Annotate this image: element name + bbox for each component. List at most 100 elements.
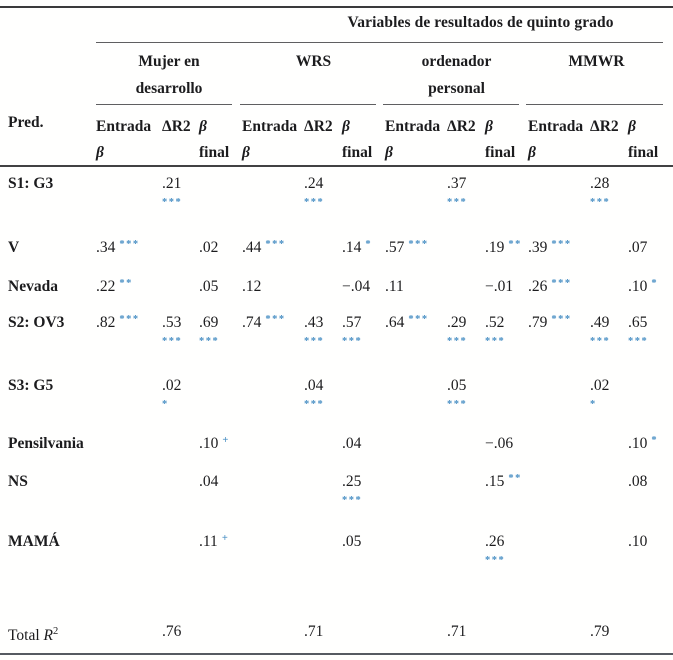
rule-under-group-2 [240, 104, 376, 105]
data-cell: .14 * [342, 230, 385, 269]
data-cell: .26 *** [528, 269, 590, 305]
cell-value: .11 [199, 533, 218, 550]
cell-value: −.06 [485, 435, 514, 452]
cell-value: −.01 [485, 278, 514, 295]
cell-value: .05 [342, 533, 362, 550]
row-label: NS [8, 473, 28, 490]
data-cell: .44 *** [242, 230, 304, 269]
entrada-label: Entrada [242, 118, 298, 135]
table-title: Variables de resultados de quinto grado [347, 14, 614, 31]
table-row-4: S2: OV3.82 *** .53 *** .69 *** .74 *** .43 *** .57… [8, 305, 665, 368]
data-cell: .05 [199, 269, 242, 305]
significance-marker: *** [119, 314, 140, 325]
cell-value: .15 [485, 473, 505, 490]
cell-value: .79 [528, 314, 548, 331]
beta-symbol: β [385, 144, 393, 161]
cell-value: .49 [590, 314, 610, 331]
data-cell [590, 230, 628, 269]
final-label: final [628, 144, 659, 161]
data-cell: .37 *** [447, 166, 485, 230]
table-row-2: V .34 *** .02.44 *** .14 * .57 *** .19 ** .39 *** .07 [8, 230, 665, 269]
cell-value: .14 [342, 239, 362, 256]
cell-value: .19 [485, 239, 505, 256]
cell-value: .10 [628, 278, 648, 295]
cell-value: .25 [342, 473, 362, 490]
data-cell [342, 368, 385, 426]
col-header-entrada-beta-1: Entrada β [96, 105, 162, 166]
cell-value: .39 [528, 239, 548, 256]
significance-marker: * [651, 435, 659, 446]
cell-value: .57 [342, 314, 362, 331]
data-cell [199, 614, 242, 647]
group-header-row: Mujer en desarrollo WRS ordenador personal MM… [8, 43, 665, 105]
data-cell: .64 *** [385, 305, 447, 368]
data-cell: .04 [342, 426, 385, 464]
title-row-spacer [8, 6, 96, 43]
significance-marker: *** [162, 197, 183, 208]
title-row: Variables de resultados de quinto grado [8, 6, 665, 43]
rule-bottom [0, 653, 673, 655]
beta-symbol: β [342, 118, 350, 135]
col-header-delta-r2-1: ΔR2 [162, 105, 199, 166]
significance-marker: *** [628, 336, 649, 347]
data-cell: −.06 [485, 426, 528, 464]
data-cell: −.01 [485, 269, 528, 305]
data-cell: .22 ** [96, 269, 162, 305]
cell-value: .12 [242, 278, 262, 295]
table-row-3: Nevada .22 ** .05.12 −.04.11 −.01.26 *** .10 * [8, 269, 665, 305]
table-row-7: NS .04 .25 *** .15 ** .08 [8, 464, 665, 524]
data-cell: .19 ** [485, 230, 528, 269]
data-cell [385, 426, 447, 464]
data-cell [162, 426, 199, 464]
cell-value: .28 [590, 175, 610, 192]
significance-marker: *** [590, 336, 611, 347]
significance-marker: *** [342, 336, 363, 347]
cell-value: .71 [304, 623, 324, 640]
cell-value: .69 [199, 314, 219, 331]
data-cell: .82 *** [96, 305, 162, 368]
group-header-line: desarrollo [135, 80, 203, 97]
data-cell: .29 *** [447, 305, 485, 368]
row-label: Pensilvania [8, 435, 84, 452]
cell-value: .82 [96, 314, 116, 331]
final-label: final [342, 144, 373, 161]
cell-value: .44 [242, 239, 262, 256]
data-cell [485, 166, 528, 230]
data-cell: .57 *** [385, 230, 447, 269]
cell-value: .52 [485, 314, 505, 331]
delta-r2-label: ΔR2 [162, 118, 191, 135]
significance-marker: *** [447, 336, 468, 347]
cell-value: .37 [447, 175, 467, 192]
cell-value: .26 [485, 533, 505, 550]
final-label: final [485, 144, 516, 161]
cell-value: −.04 [342, 278, 371, 295]
cell-value: .05 [199, 278, 219, 295]
significance-marker: * [590, 399, 597, 410]
data-cell [628, 368, 665, 426]
data-cell: .04 *** [304, 368, 342, 426]
data-cell: .79 *** [528, 305, 590, 368]
beta-symbol: β [96, 144, 104, 161]
cell-value: .05 [447, 377, 467, 394]
significance-marker: * [162, 399, 169, 410]
data-cell [528, 166, 590, 230]
data-cell [385, 524, 447, 614]
data-cell [385, 464, 447, 524]
delta-r2-label: ΔR2 [304, 118, 333, 135]
data-cell [242, 524, 304, 614]
significance-marker: *** [590, 197, 611, 208]
significance-marker: *** [551, 314, 572, 325]
significance-marker: * [365, 239, 373, 250]
rule-under-group-1 [96, 104, 232, 105]
data-cell [304, 230, 342, 269]
row-label: V [8, 239, 20, 256]
data-cell [385, 166, 447, 230]
data-cell: −.04 [342, 269, 385, 305]
data-cell [96, 368, 162, 426]
cell-value: .02 [590, 377, 610, 394]
data-cell: .12 [242, 269, 304, 305]
cell-value: .64 [385, 314, 405, 331]
col-header-beta-final-4: β final [628, 105, 665, 166]
data-cell [96, 614, 162, 647]
